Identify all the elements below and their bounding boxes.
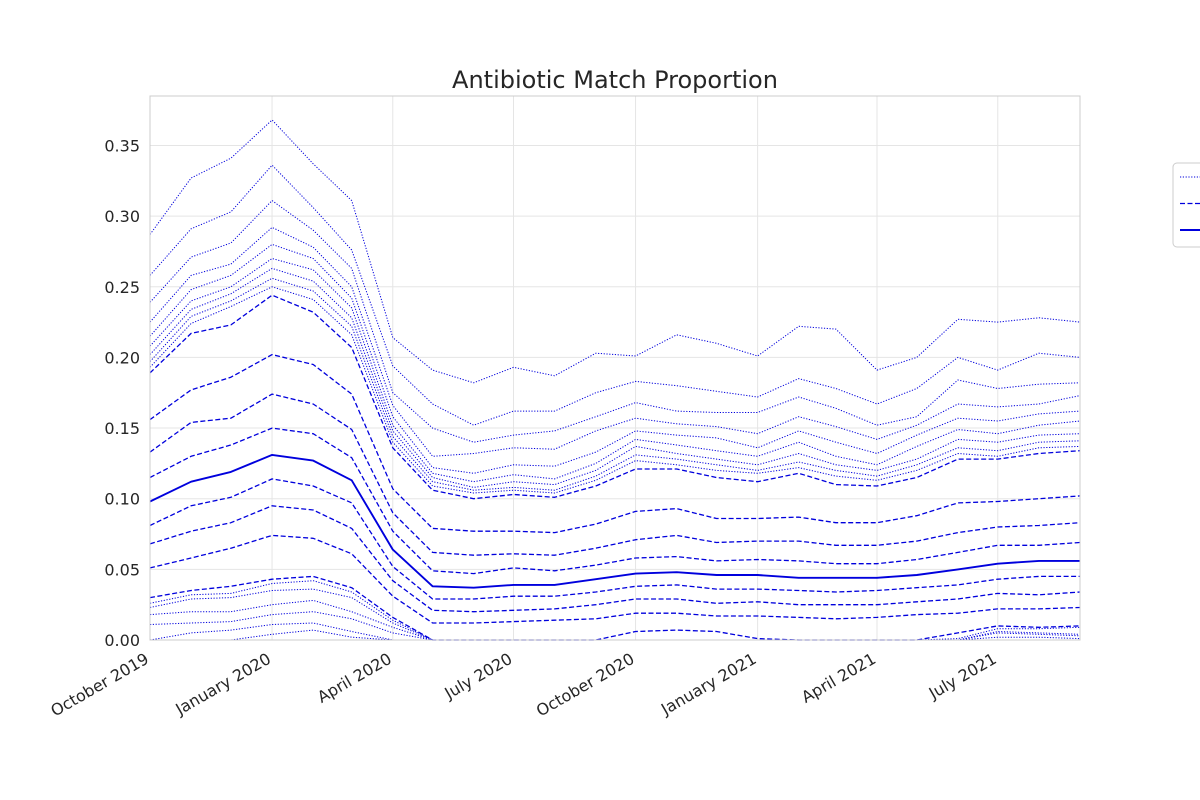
legend-box (1172, 162, 1200, 248)
y-tick-label: 0.00 (104, 631, 140, 650)
x-tick-label: October 2020 (533, 649, 638, 720)
x-tick-label: July 2020 (441, 649, 516, 703)
series-line-dashed (149, 534, 1081, 624)
y-tick-label: 0.35 (104, 136, 140, 155)
series-layer (149, 119, 1081, 641)
series-line-dashed (149, 294, 1081, 500)
x-tick-label: January 2020 (171, 649, 274, 719)
legend (1172, 162, 1200, 248)
series-line-dashed (149, 505, 1081, 613)
series-line-dotted (149, 611, 1081, 641)
plot-frame (149, 95, 1081, 641)
x-tick-label: April 2020 (314, 649, 395, 707)
series-line-dotted (149, 267, 1081, 488)
x-tick-label: January 2021 (657, 649, 760, 719)
y-tick-label: 0.20 (104, 348, 140, 367)
series-line-dotted (150, 629, 1080, 641)
y-tick-label: 0.05 (104, 560, 140, 579)
series-line-dotted (149, 164, 1081, 426)
x-tick-label: July 2021 (925, 649, 1000, 703)
series-line-dashed (149, 427, 1081, 575)
series-line-dotted (149, 588, 1081, 641)
series-line-dotted (149, 226, 1081, 457)
series-line-dotted (149, 200, 1081, 443)
series-line-dotted (149, 599, 1081, 641)
series-line-dotted (149, 258, 1081, 483)
series-line-dashed (149, 478, 1080, 600)
x-tick-label: October 2019 (47, 649, 152, 720)
x-axis-ticks: October 2019 January 2020 April 2020 July 2… (47, 649, 999, 720)
y-tick-label: 0.25 (104, 278, 140, 297)
series-line-dashed (149, 393, 1081, 556)
series-line-dashed (149, 353, 1081, 534)
y-tick-label: 0.10 (104, 490, 140, 509)
series-line-dotted (149, 286, 1081, 494)
series-line-dashed (149, 575, 1081, 641)
chart-title: Antibiotic Match Proportion (452, 66, 778, 94)
y-tick-label: 0.15 (104, 419, 140, 438)
series-line-dotted (149, 119, 1081, 384)
grid (149, 96, 1080, 641)
x-tick-label: April 2021 (798, 649, 879, 707)
y-tick-label: 0.30 (104, 207, 140, 226)
y-axis-ticks: 0.00 0.05 0.10 0.15 0.20 0.25 0.30 0.35 (104, 136, 140, 650)
series-line-dotted (149, 622, 1080, 641)
series-line-dotted (149, 243, 1081, 474)
series-line-solid (149, 453, 1080, 589)
